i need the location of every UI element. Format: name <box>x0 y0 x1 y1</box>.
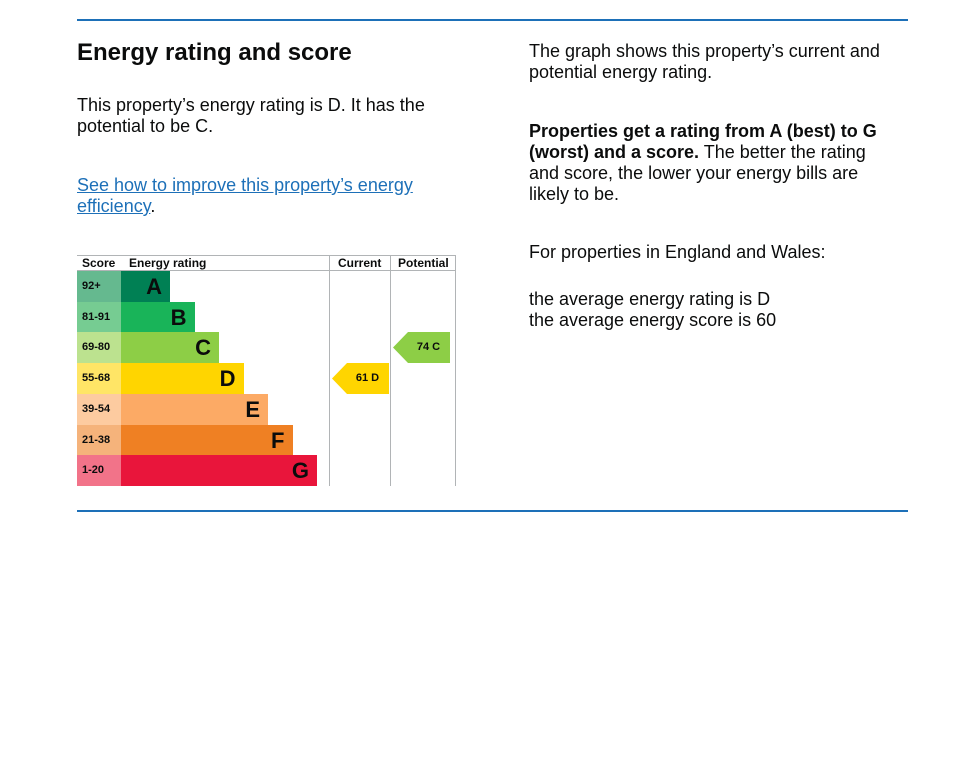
current-rating-marker: 61 D <box>332 363 389 395</box>
band-letter-b: B <box>170 304 187 330</box>
rating-summary-text: This property’s energy rating is D. It h… <box>77 95 425 136</box>
band-score-a: 92+ <box>77 271 121 302</box>
current-column-header: Current <box>338 256 382 270</box>
chart-right-border <box>455 255 456 486</box>
current-rating-label: 61 D <box>355 372 380 385</box>
rating-column-header: Energy rating <box>129 256 207 270</box>
band-score-d: 55-68 <box>77 363 121 395</box>
potential-rating-marker: 74 C <box>393 332 450 364</box>
graph-explanation: The graph shows this property’s current … <box>529 41 880 82</box>
rating-scale-explanation: Properties get a rating from A (best) to… <box>529 121 899 205</box>
potential-rating-label: 74 C <box>416 341 441 354</box>
average-rating-text: the average energy rating is D <box>529 289 771 309</box>
top-divider <box>77 19 908 21</box>
band-bar-a: A <box>121 271 170 302</box>
current-column-divider <box>329 255 330 486</box>
improve-link-paragraph: See how to improve this property’s energ… <box>77 175 447 217</box>
band-score-b: 81-91 <box>77 301 121 333</box>
potential-column-divider <box>390 255 391 486</box>
rating-scale-rest: The better the rating and score, the low… <box>529 142 866 204</box>
band-bar-d: D <box>121 363 244 395</box>
score-column-header: Score <box>82 256 116 270</box>
band-bar-e: E <box>121 393 268 425</box>
potential-rating-arrow <box>393 332 450 364</box>
band-letter-c: C <box>195 335 211 361</box>
region-note: For properties in England and Wales: <box>529 242 826 262</box>
band-score-c: 69-80 <box>77 332 121 364</box>
band-bar-b: B <box>121 301 195 333</box>
average-score-text: the average energy score is 60 <box>529 310 777 330</box>
band-bar-c: C <box>121 332 219 364</box>
band-letter-d: D <box>219 366 236 392</box>
band-letter-e: E <box>245 396 260 422</box>
band-bar-f: F <box>121 424 293 456</box>
link-suffix: . <box>150 196 156 216</box>
current-rating-arrow <box>332 363 389 395</box>
rating-scale-bold: Properties get a rating from A (best) to… <box>529 121 877 162</box>
energy-rating-chart: Score Energy rating Current Potential 92… <box>77 255 456 487</box>
band-letter-a: A <box>146 274 162 299</box>
potential-column-header: Potential <box>398 256 449 270</box>
band-score-g: 1-20 <box>77 455 121 487</box>
improve-efficiency-link[interactable]: See how to improve this property’s energ… <box>77 175 413 216</box>
band-bar-g: G <box>121 455 317 487</box>
band-score-f: 21-38 <box>77 424 121 456</box>
band-letter-f: F <box>271 427 285 453</box>
section-heading: Energy rating and score <box>77 39 352 66</box>
chart-top-border <box>77 255 456 256</box>
band-score-e: 39-54 <box>77 393 121 425</box>
bottom-divider <box>77 510 908 512</box>
chart-header-border <box>77 270 456 271</box>
band-letter-g: G <box>291 458 309 484</box>
rating-summary-section: Energy rating and score This property’s … <box>77 38 477 216</box>
